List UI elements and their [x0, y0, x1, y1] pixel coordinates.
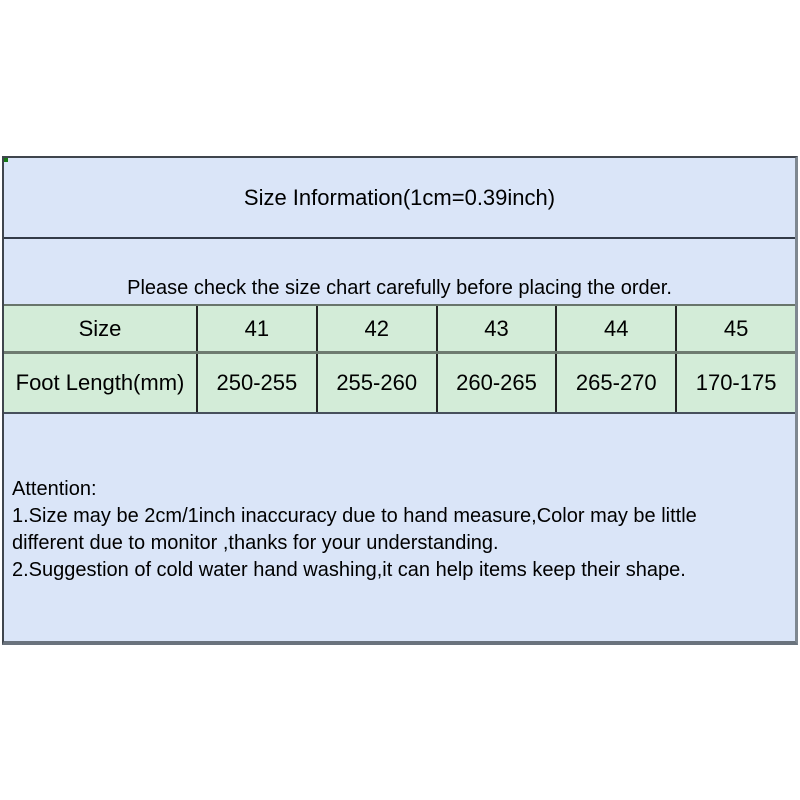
foot-length-cell: 250-255	[196, 354, 316, 412]
attention-heading: Attention:	[12, 478, 97, 500]
size-chart-table: Size Information(1cm=0.39inch) Please ch…	[2, 156, 798, 645]
size-header-label: Size	[78, 315, 122, 341]
foot-length-cell: 170-175	[675, 354, 795, 412]
size-chart-title: Size Information(1cm=0.39inch)	[243, 184, 556, 210]
sheet-corner-mark	[4, 158, 8, 162]
foot-length-cell: 265-270	[555, 354, 675, 412]
foot-length-label: Foot Length(mm)	[15, 370, 185, 395]
size-header-cell: 44	[555, 306, 675, 351]
size-chart-note: Please check the size chart carefully be…	[127, 277, 672, 299]
size-header-cell: 43	[435, 306, 556, 351]
size-header-cell: 41	[196, 306, 316, 351]
attention-line: different due to monitor ,thanks for you…	[12, 532, 499, 554]
attention-section: Attention: 1.Size may be 2cm/1inch inacc…	[4, 414, 795, 641]
size-chart-title-row: Size Information(1cm=0.39inch)	[4, 158, 795, 239]
size-chart-note-row: Please check the size chart carefully be…	[4, 239, 795, 306]
foot-length-row: Foot Length(mm) 250-255 255-260 260-265 …	[4, 354, 795, 414]
size-header-cell: 45	[675, 306, 795, 351]
size-header-row: Size 41 42 43 44 45	[4, 306, 795, 354]
attention-line: 1.Size may be 2cm/1inch inaccuracy due t…	[12, 505, 697, 527]
attention-line: 2.Suggestion of cold water hand washing,…	[12, 559, 686, 581]
foot-length-cell: 255-260	[315, 354, 436, 412]
foot-length-cell: 260-265	[435, 354, 556, 412]
size-header-cell: 42	[315, 306, 436, 351]
